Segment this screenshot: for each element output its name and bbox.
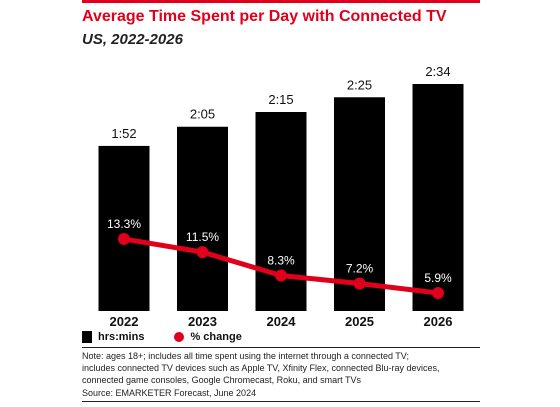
footnote-divider — [82, 347, 480, 348]
footnote-line: connected game consoles, Google Chromeca… — [82, 375, 361, 386]
line-point — [196, 246, 209, 259]
line-value-label: 13.3% — [107, 217, 141, 231]
title-accent-rule — [82, 0, 480, 3]
line-point — [275, 269, 287, 282]
bar-value-label: 1:52 — [111, 126, 136, 141]
bar — [177, 126, 228, 311]
line-value-label: 7.2% — [346, 261, 374, 275]
x-tick-label: 2025 — [345, 314, 374, 329]
line-point — [353, 277, 366, 290]
line-value-label: 11.5% — [186, 230, 219, 244]
bar — [412, 84, 464, 311]
bar-value-label: 2:25 — [347, 77, 372, 92]
footnote-source: Source: EMARKETER Forecast, June 2024 — [82, 387, 257, 398]
bottom-divider — [82, 401, 480, 402]
footnote-line: includes connected TV devices such as Ap… — [82, 363, 440, 374]
bar-value-label: 2:34 — [425, 64, 450, 79]
legend-label-line: % change — [190, 331, 242, 343]
x-tick-label: 2023 — [188, 314, 217, 329]
legend-item-bars: hrs:mins — [82, 331, 144, 343]
legend-label-bars: hrs:mins — [98, 331, 145, 343]
x-tick-label: 2024 — [267, 314, 297, 329]
footnote: Note: ages 18+; includes all time spent … — [82, 350, 482, 399]
footnote-line: Note: ages 18+; includes all time spent … — [82, 351, 409, 361]
line-point — [118, 233, 130, 245]
bar — [98, 145, 150, 311]
chart-legend: hrs:mins % change — [82, 331, 272, 343]
x-tick-label: 2026 — [424, 314, 453, 329]
bar-value-label: 2:05 — [190, 107, 215, 122]
legend-item-line: % change — [174, 331, 242, 343]
x-tick-label: 2022 — [110, 314, 139, 329]
line-point — [432, 286, 444, 299]
chart-plot-area: 1:52 2022 2:05 2023 2:15 2024 2:25 2025 2:34 2026… — [98, 64, 464, 329]
legend-swatch-dot — [174, 332, 185, 342]
chart-subtitle: US, 2022-2026 — [82, 31, 183, 48]
line-value-label: 8.3% — [267, 253, 295, 267]
bar — [334, 97, 385, 311]
legend-swatch-bar — [82, 331, 92, 343]
line-value-label: 5.9% — [424, 271, 452, 285]
bar-value-label: 2:15 — [268, 92, 293, 107]
chart-title: Average Time Spent per Day with Connecte… — [82, 8, 447, 25]
